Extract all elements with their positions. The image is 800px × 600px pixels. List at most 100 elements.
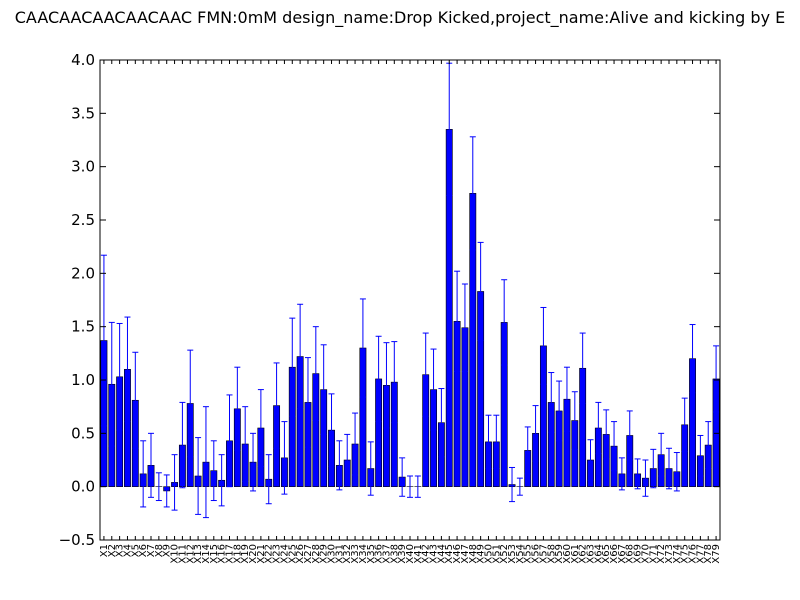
error-bar-x59 — [556, 380, 563, 442]
x-tick-label: X1 — [99, 544, 110, 557]
error-bar-x11 — [179, 401, 186, 489]
x-tick-label: X74 — [672, 544, 683, 564]
error-bar-x62 — [579, 332, 586, 404]
error-bar-x50 — [485, 414, 492, 470]
x-tick-label: X7 — [146, 544, 157, 557]
error-bar-x37 — [383, 342, 390, 429]
x-tick-label: X13 — [193, 544, 204, 564]
y-tick-label: 3.0 — [71, 158, 95, 176]
x-tick-label: X50 — [483, 544, 494, 564]
error-bar-x55 — [524, 426, 531, 475]
error-bar-x8 — [155, 472, 162, 502]
error-bar-x1 — [100, 254, 107, 427]
x-tick-label: X61 — [570, 544, 581, 564]
x-tick-label: X45 — [444, 544, 455, 564]
error-bar-x56 — [532, 405, 539, 462]
x-tick-label: X52 — [499, 544, 510, 564]
error-bar-x61 — [571, 391, 578, 450]
error-bar-x7 — [148, 432, 155, 498]
error-bar-x16 — [218, 454, 225, 507]
error-bar-x75 — [681, 397, 688, 452]
x-tick-label: X21 — [256, 544, 267, 564]
x-tick-label: X36 — [374, 544, 385, 564]
x-tick-label: X20 — [248, 544, 259, 564]
x-tick-label: X65 — [601, 544, 612, 564]
error-bar-x58 — [548, 372, 555, 433]
x-tick-label: X42 — [421, 544, 432, 564]
x-tick-label: X76 — [688, 544, 699, 564]
x-tick-label: X12 — [185, 544, 196, 564]
x-tick-label: X30 — [327, 544, 338, 564]
error-bar-x36 — [375, 335, 382, 423]
error-bar-x23 — [273, 362, 280, 449]
error-bar-x64 — [595, 401, 602, 455]
x-tick-label: X40 — [405, 544, 416, 564]
x-tick-label: X29 — [319, 544, 330, 564]
x-tick-label: X58 — [546, 544, 557, 564]
x-tick-label: X51 — [491, 544, 502, 564]
x-tick-label: X34 — [358, 544, 369, 564]
x-tick-label: X63 — [586, 544, 597, 564]
x-tick-label: X39 — [397, 544, 408, 564]
y-tick-label: 4.0 — [71, 51, 95, 69]
x-tick-label: X70 — [640, 544, 651, 564]
x-tick-label: X72 — [656, 544, 667, 564]
x-tick-label: X37 — [381, 544, 392, 564]
error-bar-x77 — [697, 434, 704, 477]
error-bar-x4 — [124, 316, 131, 423]
error-bar-x19 — [242, 406, 249, 482]
x-tick-label: X10 — [170, 544, 181, 564]
error-bar-x10 — [171, 454, 178, 511]
error-bar-x79 — [713, 345, 720, 413]
error-bar-x69 — [634, 458, 641, 490]
x-tick-label: X38 — [389, 544, 400, 564]
error-bar-x26 — [297, 303, 304, 410]
error-bar-x27 — [304, 357, 311, 448]
error-bar-x22 — [265, 454, 272, 505]
error-bar-x67 — [618, 457, 625, 491]
error-bar-x76 — [689, 324, 696, 394]
error-bar-x49 — [477, 241, 484, 342]
error-bar-x78 — [705, 421, 712, 470]
x-tick-label: X26 — [295, 544, 306, 564]
error-bar-x47 — [461, 283, 468, 372]
error-bar-x70 — [642, 459, 649, 497]
x-tick-label: X68 — [625, 544, 636, 564]
x-tick-label: X35 — [366, 544, 377, 564]
x-tick-label: X46 — [452, 544, 463, 564]
y-tick-label: 1.5 — [71, 318, 95, 336]
x-tick-label: X24 — [279, 544, 290, 564]
x-tick-label: X44 — [436, 544, 447, 564]
error-bar-x14 — [202, 406, 209, 519]
x-tick-label: X66 — [609, 544, 620, 564]
error-bar-x48 — [469, 136, 476, 251]
x-tick-label: X2 — [107, 544, 118, 557]
error-bar-x65 — [603, 409, 610, 460]
x-tick-label: X56 — [531, 544, 542, 564]
error-bar-x24 — [281, 421, 288, 495]
x-tick-label: X14 — [201, 544, 212, 564]
chart-title-text: CAACAACAACAACAAC FMN:0mM design_name:Dro… — [14, 8, 786, 27]
error-bar-x68 — [626, 410, 633, 461]
error-bar-x71 — [650, 448, 657, 489]
x-tick-label: X32 — [342, 544, 353, 564]
x-tick-label: X64 — [593, 544, 604, 564]
x-tick-label: X78 — [703, 544, 714, 564]
error-bar-x43 — [430, 348, 437, 431]
x-axis: X1X2X3X4X5X6X7X8X9X10X11X12X13X14X15X16X… — [99, 60, 722, 564]
x-tick-label: X18 — [232, 544, 243, 564]
x-tick-label: X33 — [350, 544, 361, 564]
error-bar-x44 — [438, 388, 445, 458]
x-tick-label: X27 — [303, 544, 314, 564]
x-tick-label: X75 — [680, 544, 691, 564]
y-tick-label: 0.0 — [71, 478, 95, 496]
x-tick-label: X62 — [578, 544, 589, 564]
error-bar-x13 — [195, 437, 202, 515]
error-bar-x63 — [587, 439, 594, 481]
x-tick-label: X54 — [515, 544, 526, 564]
error-bar-x28 — [312, 326, 319, 422]
error-bar-x31 — [336, 440, 343, 491]
error-bar-x38 — [391, 341, 398, 424]
error-bar-x66 — [611, 421, 618, 472]
chart-title: CAACAACAACAACAAC FMN:0mM design_name:Dro… — [0, 8, 800, 30]
